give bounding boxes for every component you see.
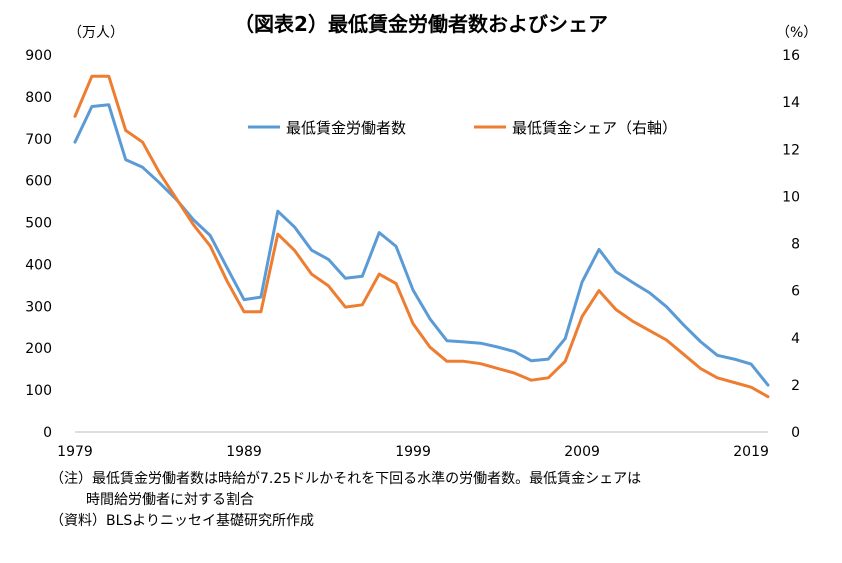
note-line-1: （注）最低賃金労働者数は時給が7.25ドルかそれを下回る水準の労働者数。最低賃金… (50, 471, 642, 487)
y-left-tick-label: 800 (25, 90, 52, 106)
y-left-tick-label: 400 (25, 257, 52, 273)
y-right-tick-label: 2 (791, 378, 800, 394)
y-right-tick-label: 8 (791, 237, 800, 253)
legend-label: 最低賃金労働者数 (286, 119, 406, 137)
x-tick-label: 2009 (564, 444, 600, 460)
right-axis-unit: （%） (776, 25, 818, 41)
series-line-2 (73, 74, 770, 399)
series-line-1 (73, 103, 770, 387)
series-lines (73, 74, 770, 399)
tick-labels: 0 100 200 300 400 500 600 700 800 900 0 2 4 6 8 10 12 14 1… (25, 48, 800, 460)
x-tick-label: 1989 (226, 444, 262, 460)
x-tick-label: 2019 (733, 444, 769, 460)
source-note: （資料）BLSよりニッセイ基礎研究所作成 (50, 513, 315, 529)
chart-title: （図表2）最低賃金労働者数およびシェア (234, 12, 608, 36)
y-right-tick-label: 12 (782, 142, 800, 158)
y-left-tick-label: 500 (25, 216, 52, 232)
left-axis-unit: （万人） (68, 25, 124, 41)
y-right-tick-label: 6 (791, 284, 800, 300)
legend: 最低賃金労働者数 最低賃金シェア（右軸） (248, 119, 677, 137)
y-left-tick-label: 300 (25, 299, 52, 315)
y-left-tick-label: 100 (25, 383, 52, 399)
note-line-2: 時間給労働者に対する割合 (86, 492, 254, 508)
y-right-tick-label: 4 (791, 331, 800, 347)
legend-label: 最低賃金シェア（右軸） (512, 119, 677, 137)
y-left-tick-label: 900 (25, 48, 52, 64)
y-right-tick-label: 10 (782, 189, 800, 205)
y-right-tick-label: 0 (791, 425, 800, 441)
y-right-tick-label: 14 (782, 95, 800, 111)
y-left-tick-label: 600 (25, 174, 52, 190)
y-left-tick-label: 200 (25, 341, 52, 357)
x-tick-label: 1979 (57, 444, 93, 460)
notes: （注）最低賃金労働者数は時給が7.25ドルかそれを下回る水準の労働者数。最低賃金… (50, 469, 641, 532)
y-right-tick-label: 16 (782, 48, 800, 64)
x-tick-label: 1999 (395, 444, 431, 460)
y-left-tick-label: 700 (25, 132, 52, 148)
y-left-tick-label: 0 (43, 425, 52, 441)
